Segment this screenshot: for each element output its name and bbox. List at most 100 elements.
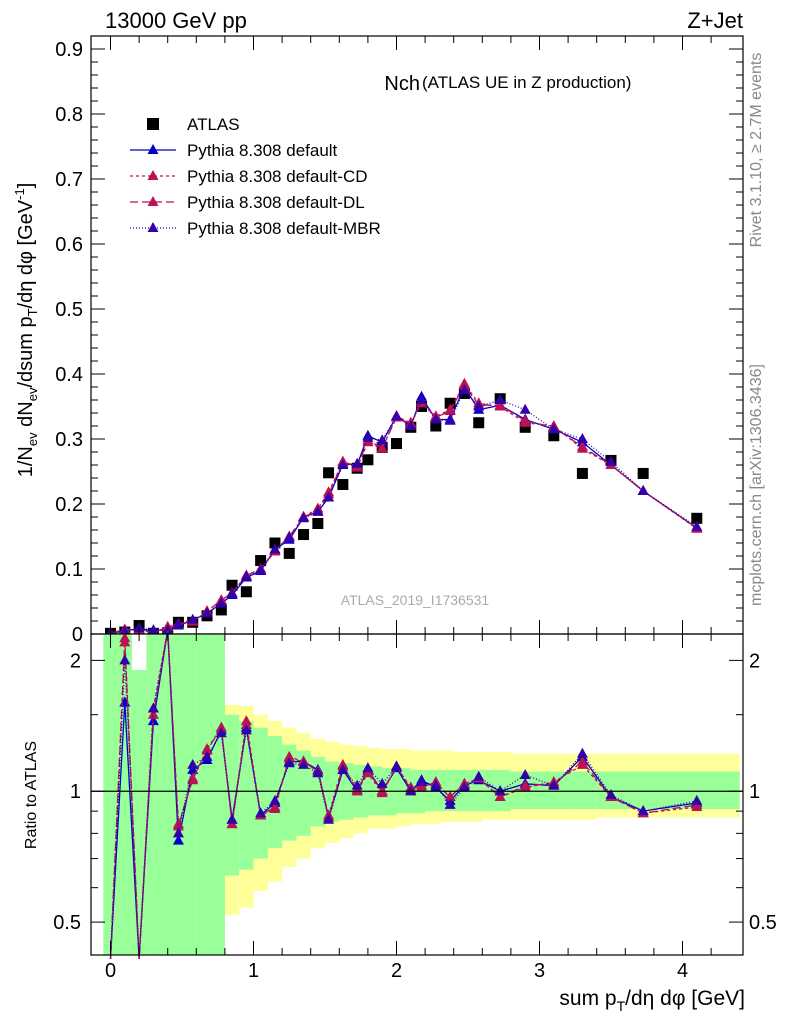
ratio-data-layer — [109, 630, 703, 959]
mc-series-marker-4 — [283, 531, 295, 542]
ratio-band-green — [131, 634, 147, 955]
ratio-series-marker-2 — [215, 721, 227, 732]
mc-series-marker-4 — [519, 403, 531, 414]
ratio-band-green — [174, 634, 182, 955]
atlas-data-point — [269, 537, 281, 549]
ratio-band-green — [182, 634, 197, 955]
ratio-series-marker-2 — [240, 719, 252, 730]
atlas-data-point — [473, 417, 485, 429]
mc-series-marker-3 — [576, 440, 588, 451]
mc-series-marker-4 — [473, 400, 485, 411]
mc-series-marker-4 — [298, 512, 310, 523]
ratio-series-marker-3 — [323, 813, 335, 824]
atlas-data-point — [691, 512, 703, 524]
ratio-series-marker-3 — [548, 779, 560, 790]
main-y-tick-label: 0.9 — [55, 39, 83, 61]
ratio-series-marker-3 — [376, 777, 388, 788]
mc-series-marker-4 — [255, 564, 267, 575]
atlas-data-point — [362, 454, 374, 466]
mcplots-label: mcplots.cern.ch [arXiv:1306.3436] — [748, 364, 765, 606]
ratio-series-marker-3 — [240, 724, 252, 735]
atlas-data-point — [576, 467, 588, 479]
ratio-series-marker-3 — [430, 779, 442, 790]
ratio-frame — [90, 633, 744, 956]
atlas-data-point — [226, 579, 238, 591]
ratio-y-tick-label: 2 — [70, 650, 81, 672]
mc-series-marker-3 — [519, 414, 531, 425]
ratio-series-marker-3 — [605, 789, 617, 800]
x-tick-label: 1 — [248, 960, 259, 982]
ratio-plot-panel: 0.5 0.5 1 1 2 2 0 1 2 3 4 Ratio to ATLAS sum pT/dη… — [23, 630, 777, 1014]
ratio-series-marker-3 — [283, 757, 295, 768]
mc-series-marker-4 — [362, 431, 374, 442]
ratio-band-green — [146, 634, 161, 955]
ratio-series-marker-2 — [269, 800, 281, 811]
atlas-data-point — [298, 529, 310, 541]
mc-series-marker-4 — [323, 491, 335, 502]
ratio-series-marker-2 — [444, 790, 456, 801]
ratio-series-marker-3 — [691, 794, 703, 805]
mc-series-marker-4 — [187, 613, 199, 624]
x-tick-label: 0 — [105, 960, 116, 982]
ratio-series-marker-3 — [215, 727, 227, 738]
ratio-series-marker-3 — [494, 785, 506, 796]
ratio-band-green — [103, 634, 118, 955]
ratio-series-marker-3 — [576, 747, 588, 758]
atlas-data-point — [255, 555, 267, 567]
ratio-band-green — [296, 750, 311, 836]
x-tick-label: 2 — [391, 960, 402, 982]
main-y-tick-label: 0.5 — [55, 299, 83, 321]
ratio-y-tick-label: 0.5 — [53, 912, 81, 934]
ratio-band-green — [625, 771, 654, 810]
ratio-series-marker-3 — [269, 794, 281, 805]
main-y-tick-label: 0.1 — [55, 559, 83, 581]
mc-series-marker-4 — [376, 434, 388, 445]
mc-series-marker-4 — [215, 597, 227, 608]
ratio-series-marker-3 — [226, 813, 238, 824]
mc-series-marker-4 — [548, 423, 560, 434]
mc-series-line-3 — [110, 383, 698, 635]
ratio-axes: 0.5 0.5 1 1 2 2 0 1 2 3 4 — [53, 633, 777, 982]
main-y-tick-label: 0.8 — [55, 104, 83, 126]
atlas-data-point — [519, 421, 531, 433]
mc-series-marker-3 — [444, 405, 456, 416]
ratio-series-marker-3 — [637, 805, 649, 816]
ratio-series-marker-2 — [119, 636, 131, 647]
ratio-series-marker-2 — [201, 744, 213, 755]
mc-series-marker-4 — [416, 394, 428, 404]
mc-series-marker-3 — [458, 379, 470, 390]
ratio-band-green — [224, 714, 240, 876]
header-right: Z+Jet — [687, 8, 743, 33]
mc-series-marker-4 — [430, 413, 442, 424]
atlas-data-point — [391, 438, 402, 450]
ratio-band-green — [568, 771, 597, 810]
ratio-band-green — [160, 634, 175, 955]
ratio-series-marker-2 — [576, 755, 588, 766]
ratio-series-marker-3 — [119, 654, 131, 665]
ratio-y-tick-label-right: 1 — [749, 781, 760, 803]
mc-series-marker-4 — [172, 618, 184, 629]
ratio-series-marker-3 — [473, 770, 485, 781]
ratio-series-marker-2 — [494, 790, 506, 801]
ratio-band-green — [253, 727, 268, 859]
mc-series-marker-4 — [337, 459, 349, 469]
mc-series-marker-4 — [119, 625, 131, 636]
mc-series-marker-4 — [576, 433, 588, 443]
ratio-series-marker-3 — [458, 781, 470, 792]
ratio-series-marker-3 — [187, 758, 199, 769]
main-y-tick-label: 0.4 — [55, 364, 83, 386]
legend-label: ATLAS — [187, 115, 240, 134]
ratio-band-gap — [131, 634, 147, 671]
mc-series-marker-4 — [269, 543, 281, 554]
ratio-series-marker-3 — [172, 827, 184, 838]
rivet-label: Rivet 3.1.10, ≥ 2.7M events — [748, 53, 765, 248]
ratio-band-green — [267, 735, 283, 849]
atlas-data-point — [548, 430, 560, 442]
mc-series-marker-4 — [405, 420, 417, 430]
mc-series-marker-4 — [605, 455, 617, 466]
ratio-series-marker-3 — [405, 785, 417, 796]
main-y-tick-label: 0.6 — [55, 234, 83, 256]
atlas-data-point — [430, 420, 442, 432]
ratio-series-marker-2 — [519, 779, 531, 790]
